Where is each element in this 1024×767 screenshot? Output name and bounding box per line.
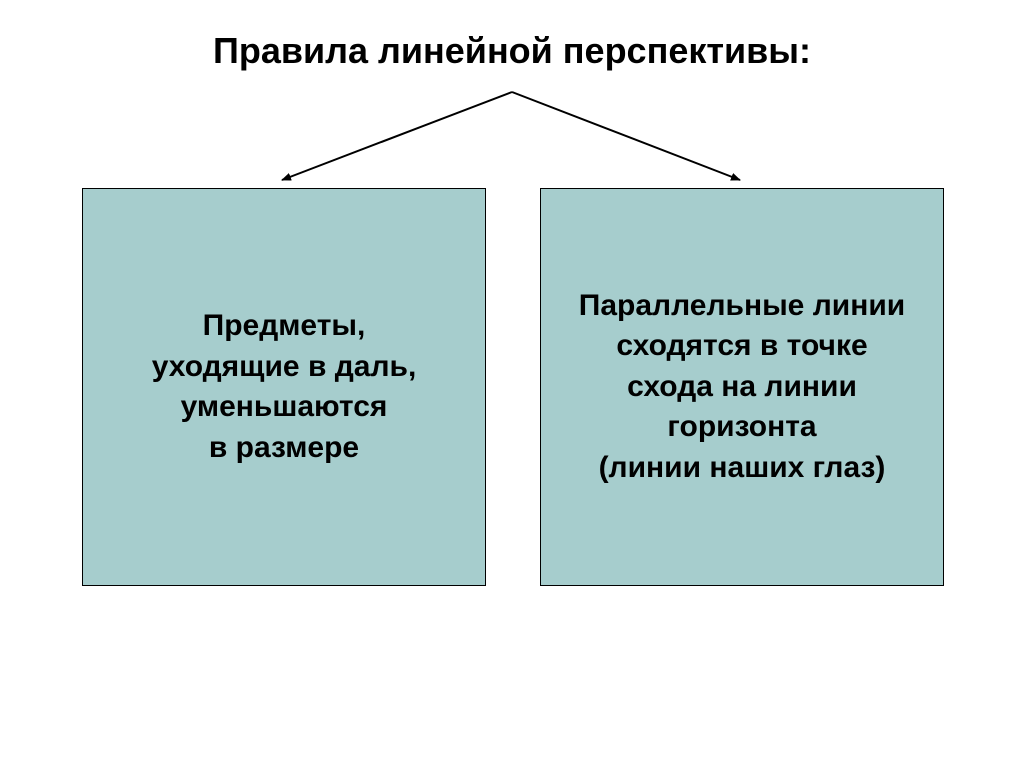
diagram-title: Правила линейной перспективы: xyxy=(0,30,1024,72)
rule-box-right-text: Параллельные линиисходятся в точкесхода … xyxy=(551,286,933,489)
rule-box-left: Предметы,уходящие в даль,уменьшаютсяв ра… xyxy=(82,188,486,586)
arrow-left xyxy=(282,92,512,180)
branching-arrows xyxy=(0,80,1024,190)
rule-box-right: Параллельные линиисходятся в точкесхода … xyxy=(540,188,944,586)
arrow-right xyxy=(512,92,740,180)
rule-box-left-text: Предметы,уходящие в даль,уменьшаютсяв ра… xyxy=(93,306,475,468)
